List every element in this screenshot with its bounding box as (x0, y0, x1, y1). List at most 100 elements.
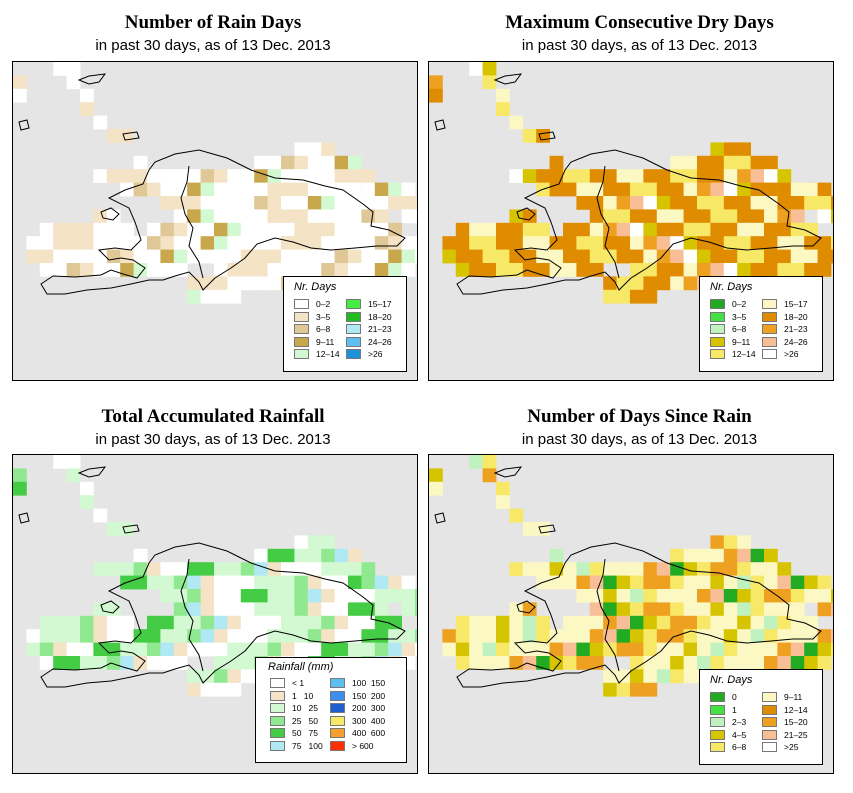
grid-cell (777, 236, 792, 250)
grid-cell (522, 629, 537, 643)
grid-cell (697, 575, 711, 590)
grid-cell (187, 276, 201, 291)
grid-cell (643, 196, 658, 210)
grid-cell (616, 682, 631, 697)
grid-cell (321, 615, 335, 630)
grid-cell (710, 222, 725, 237)
grid-cell (817, 575, 832, 590)
legend-swatch (270, 690, 285, 701)
grid-cell (200, 236, 215, 250)
legend-swatch (762, 349, 777, 359)
island-outline (434, 512, 446, 524)
grid-cell (321, 535, 335, 550)
grid-cell (737, 602, 751, 617)
legend-swatch (346, 311, 361, 322)
grid-cell (415, 589, 417, 603)
legend-swatch (710, 311, 725, 322)
grid-cell (13, 468, 27, 483)
grid-cell (656, 263, 671, 277)
grid-cell (589, 602, 604, 617)
grid-cell (361, 575, 376, 590)
country-border (180, 165, 204, 279)
grid-cell (240, 263, 255, 277)
legend-item: 12–14 (762, 704, 822, 716)
grid-cell (334, 589, 349, 603)
grid-cell (13, 481, 27, 496)
grid-cell (53, 222, 67, 237)
grid-cell (817, 642, 832, 657)
grid-cell (710, 629, 725, 643)
grid-cell (549, 642, 564, 657)
grid-cell (683, 669, 698, 684)
grid-cell (80, 249, 94, 264)
legend-item: 10 25 (270, 702, 330, 714)
grid-cell (710, 209, 725, 224)
grid-cell (267, 209, 282, 224)
grid-cell (603, 222, 617, 237)
grid-cell (536, 656, 550, 670)
grid-cell (254, 575, 268, 590)
grid-cell (616, 289, 631, 304)
grid-cell (388, 589, 402, 603)
grid-cell (53, 629, 67, 643)
grid-cell (240, 209, 255, 224)
grid-cell (683, 249, 698, 264)
grid-cell (254, 196, 268, 210)
grid-cell (147, 263, 161, 277)
grid-cell (764, 222, 778, 237)
grid-cell (723, 169, 738, 183)
legend-item: 3–5 (294, 311, 354, 323)
grid-cell (173, 615, 188, 630)
grid-cell (670, 669, 684, 684)
legend-item: >26 (762, 348, 822, 360)
grid-cell (643, 669, 658, 684)
grid-cell (321, 249, 335, 264)
grid-cell (670, 602, 684, 617)
grid-cell (522, 562, 537, 576)
legend-label: 12–14 (784, 704, 808, 715)
legend-label: 18–20 (784, 311, 808, 322)
grid-cell (321, 182, 335, 197)
legend-swatch (294, 324, 309, 334)
grid-cell (334, 196, 349, 210)
grid-cell (723, 535, 738, 550)
legend-label: 0 (732, 692, 737, 702)
grid-cell (227, 209, 242, 224)
grid-cell (240, 562, 255, 576)
grid-cell (214, 642, 228, 657)
grid-cell (509, 508, 524, 523)
grid-cell (643, 169, 658, 183)
grid-cell (630, 562, 644, 576)
grid-cell (536, 222, 550, 237)
grid-cell (723, 642, 738, 657)
island-outline (538, 131, 556, 141)
island-outline (538, 524, 556, 534)
grid-cell (307, 629, 322, 643)
grid-cell (307, 155, 322, 170)
legend-label: 25 50 (292, 715, 318, 726)
grid-cell (750, 562, 765, 576)
legend-swatch (330, 728, 345, 738)
grid-cell (536, 642, 550, 657)
data-grid (429, 62, 833, 304)
grid-cell (307, 169, 322, 183)
grid-cell (334, 155, 349, 170)
legend-swatch (270, 715, 285, 726)
grid-cell (147, 562, 161, 576)
grid-cell (804, 589, 818, 603)
grid-cell (710, 196, 725, 210)
grid-cell (388, 196, 402, 210)
grid-cell (697, 656, 711, 670)
legend-item: 3–5 (710, 311, 770, 323)
grid-cell (563, 615, 577, 630)
grid-cell (764, 169, 778, 183)
grid-cell (307, 562, 322, 576)
grid-cell (790, 575, 805, 590)
grid-cell (348, 182, 362, 197)
grid-cell (80, 222, 94, 237)
grid-cell (120, 562, 134, 576)
grid-cell (616, 602, 631, 617)
grid-cell (656, 656, 671, 670)
grid-cell (496, 642, 510, 657)
grid-cell (214, 209, 228, 224)
